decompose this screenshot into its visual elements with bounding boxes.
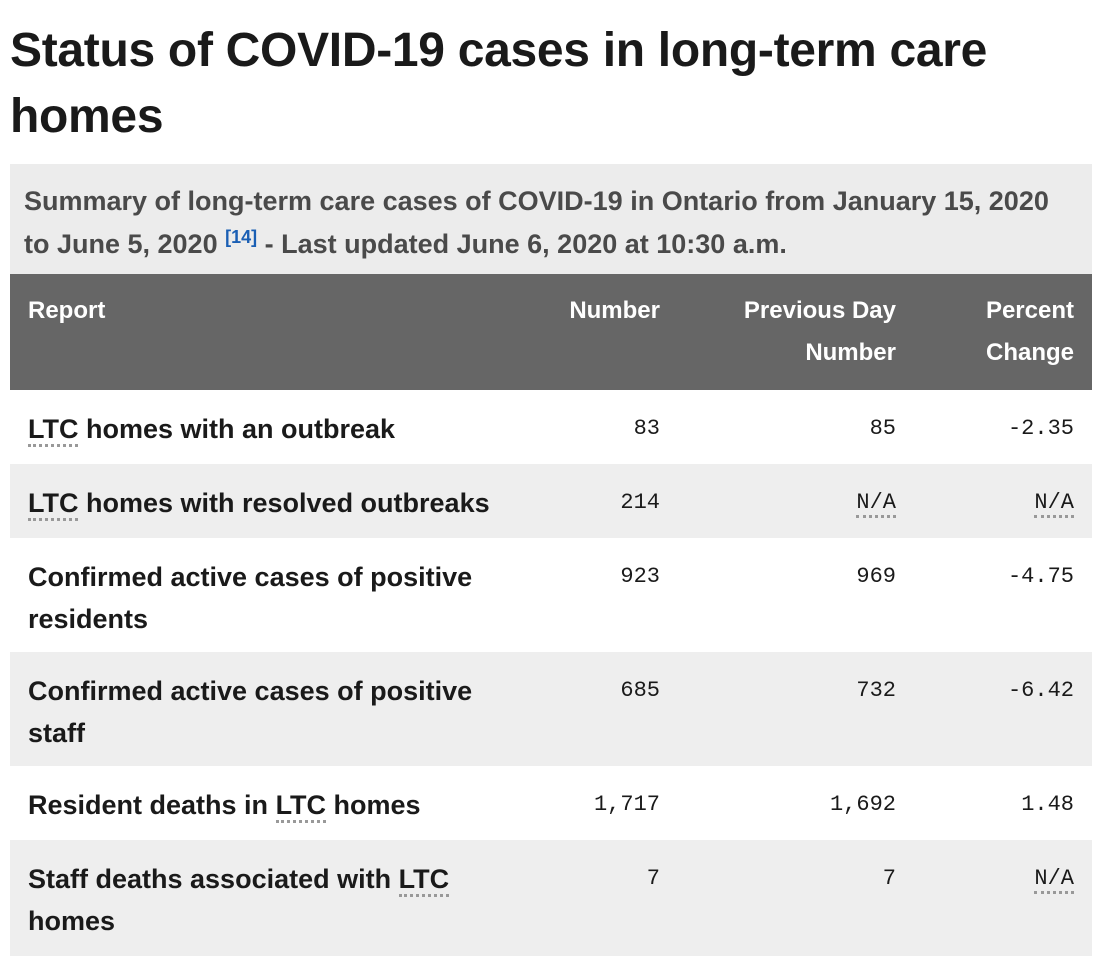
cell-value: 83: [633, 416, 660, 441]
cell-number: 685: [540, 652, 678, 766]
cell-previous-day-number: 969: [678, 538, 914, 652]
cell-value: 214: [620, 490, 660, 515]
caption-updated: - Last updated June 6, 2020 at 10:30 a.m…: [264, 229, 787, 259]
cell-previous-day-number: 732: [678, 652, 914, 766]
cell-number: 923: [540, 538, 678, 652]
reference-link[interactable]: [14]: [225, 227, 258, 247]
row-label-text: homes with an outbreak: [78, 414, 396, 444]
table-row: LTC homes with an outbreak 83 85 -2.35: [10, 390, 1092, 464]
cell-value: 685: [620, 678, 660, 703]
table-row: Staff deaths associated with LTC homes 7 7…: [10, 840, 1092, 956]
row-label-text: homes: [28, 906, 116, 936]
cell-previous-day-number: 7: [678, 840, 914, 956]
cell-value: -6.42: [1007, 678, 1074, 703]
cell-value: -4.75: [1007, 564, 1074, 589]
table-header-row: Report Number Previous Day Number Percen…: [10, 274, 1092, 390]
cell-value: 923: [620, 564, 660, 589]
cell-number: 7: [540, 840, 678, 956]
row-label-text: Staff deaths associated with: [28, 864, 399, 894]
ltc-abbreviation[interactable]: LTC: [28, 414, 79, 447]
ltc-abbreviation[interactable]: LTC: [398, 864, 450, 897]
table-caption: Summary of long-term care cases of COVID…: [10, 164, 1092, 274]
table-row: Confirmed active cases of positive resid…: [10, 538, 1092, 652]
ltc-abbreviation[interactable]: LTC: [28, 488, 79, 521]
header-report: Report: [28, 297, 106, 324]
cell-number: 83: [540, 390, 678, 464]
cell-percent-change: N/A: [914, 464, 1092, 538]
cell-percent-change: -6.42: [914, 652, 1092, 766]
row-label-text: Confirmed active cases of positive staff: [28, 676, 473, 748]
row-label-text: Confirmed active cases of positive resid…: [28, 562, 473, 634]
cell-number: 1,717: [540, 766, 678, 840]
row-label: Confirmed active cases of positive staff: [10, 652, 540, 766]
ltc-summary-table: Report Number Previous Day Number Percen…: [10, 274, 1092, 956]
cell-previous-day-number: 85: [678, 390, 914, 464]
cell-value: 7: [646, 866, 660, 891]
row-label: Staff deaths associated with LTC homes: [10, 840, 540, 956]
cell-percent-change: N/A: [914, 840, 1092, 956]
table-card: Summary of long-term care cases of COVID…: [10, 164, 1092, 956]
cell-previous-day-number: N/A: [678, 464, 914, 538]
cell-value: 85: [869, 416, 896, 441]
cell-percent-change: 1.48: [914, 766, 1092, 840]
header-previous-day-number: Previous Day Number: [743, 297, 896, 366]
ltc-abbreviation[interactable]: LTC: [275, 790, 327, 823]
table-row: Resident deaths in LTC homes 1,717 1,692 1.…: [10, 766, 1092, 840]
page-title: Status of COVID-19 cases in long-term ca…: [10, 24, 988, 143]
row-label: LTC homes with resolved outbreaks: [10, 464, 540, 538]
cell-value: 7: [882, 866, 896, 891]
cell-percent-change: -4.75: [914, 538, 1092, 652]
cell-value: 969: [856, 564, 896, 589]
caption-text: Summary of long-term care cases of COVID…: [24, 186, 1049, 259]
row-label-text: homes with resolved outbreaks: [78, 488, 490, 518]
table-body: LTC homes with an outbreak 83 85 -2.35 LTC h…: [10, 390, 1092, 956]
row-label-text: homes: [326, 790, 421, 820]
not-available-abbreviation[interactable]: N/A: [1034, 490, 1074, 518]
cell-number: 214: [540, 464, 678, 538]
header-percent-change: Percent Change: [985, 297, 1074, 366]
table-row: LTC homes with resolved outbreaks 214 N/A N…: [10, 464, 1092, 538]
row-label-text: Resident deaths in: [28, 790, 276, 820]
cell-value: -2.35: [1007, 416, 1074, 441]
not-available-abbreviation[interactable]: N/A: [856, 490, 896, 518]
row-label: Confirmed active cases of positive resid…: [10, 538, 540, 652]
cell-value: 1,692: [829, 792, 896, 817]
header-number: Number: [569, 297, 660, 324]
cell-value: 1,717: [593, 792, 660, 817]
not-available-abbreviation[interactable]: N/A: [1034, 866, 1074, 894]
cell-value: 732: [856, 678, 896, 703]
row-label: Resident deaths in LTC homes: [10, 766, 540, 840]
cell-percent-change: -2.35: [914, 390, 1092, 464]
cell-previous-day-number: 1,692: [678, 766, 914, 840]
cell-value: 1.48: [1021, 792, 1074, 817]
row-label: LTC homes with an outbreak: [10, 390, 540, 464]
table-row: Confirmed active cases of positive staff…: [10, 652, 1092, 766]
